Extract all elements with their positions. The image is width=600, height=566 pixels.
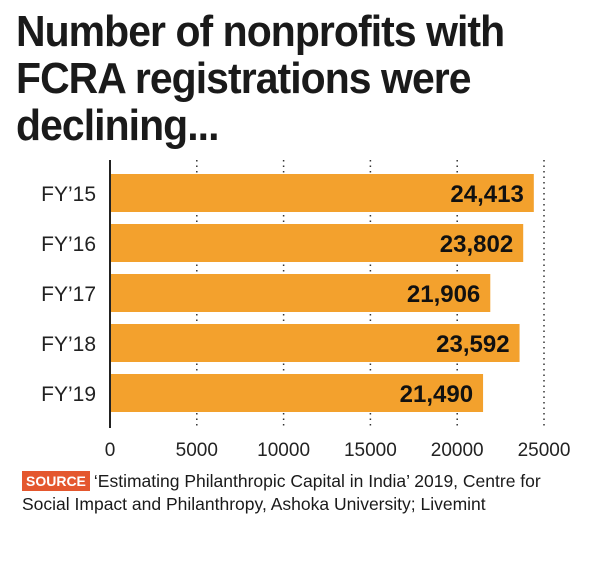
source-tag: SOURCE [22,471,90,491]
x-tick-label: 20000 [431,440,484,456]
category-label: FY’18 [41,333,96,356]
data-label: 24,413 [450,181,523,208]
labels: 0 5000 10000 15000 20000 25000 FY’15 24,413 FY’1… [41,181,570,456]
category-label: FY’19 [41,383,96,406]
data-label: 21,906 [407,281,480,308]
data-label: 23,592 [436,331,509,358]
category-label: FY’15 [41,183,96,206]
category-label: FY’16 [41,233,96,256]
category-label: FY’17 [41,283,96,306]
bar-chart: 0 5000 10000 15000 20000 25000 FY’15 24,413 FY’1… [41,160,570,456]
data-label: 23,802 [440,231,513,258]
source-text: ‘Estimating Philanthropic Capital in Ind… [22,471,541,514]
x-tick-label: 0 [105,440,116,456]
bar [111,374,484,412]
data-label: 21,490 [400,381,473,408]
x-tick-label: 10000 [257,440,310,456]
source-note: SOURCE ‘Estimating Philanthropic Capital … [22,470,582,516]
bar [111,324,520,362]
x-tick-label: 15000 [344,440,397,456]
chart-title: Number of nonprofits with FCRA registrat… [16,7,505,150]
x-tick-label: 25000 [518,440,571,456]
bars [111,174,534,412]
x-tick-label: 5000 [176,440,218,456]
bar [111,274,491,312]
bar [111,174,534,212]
bar [111,224,524,262]
